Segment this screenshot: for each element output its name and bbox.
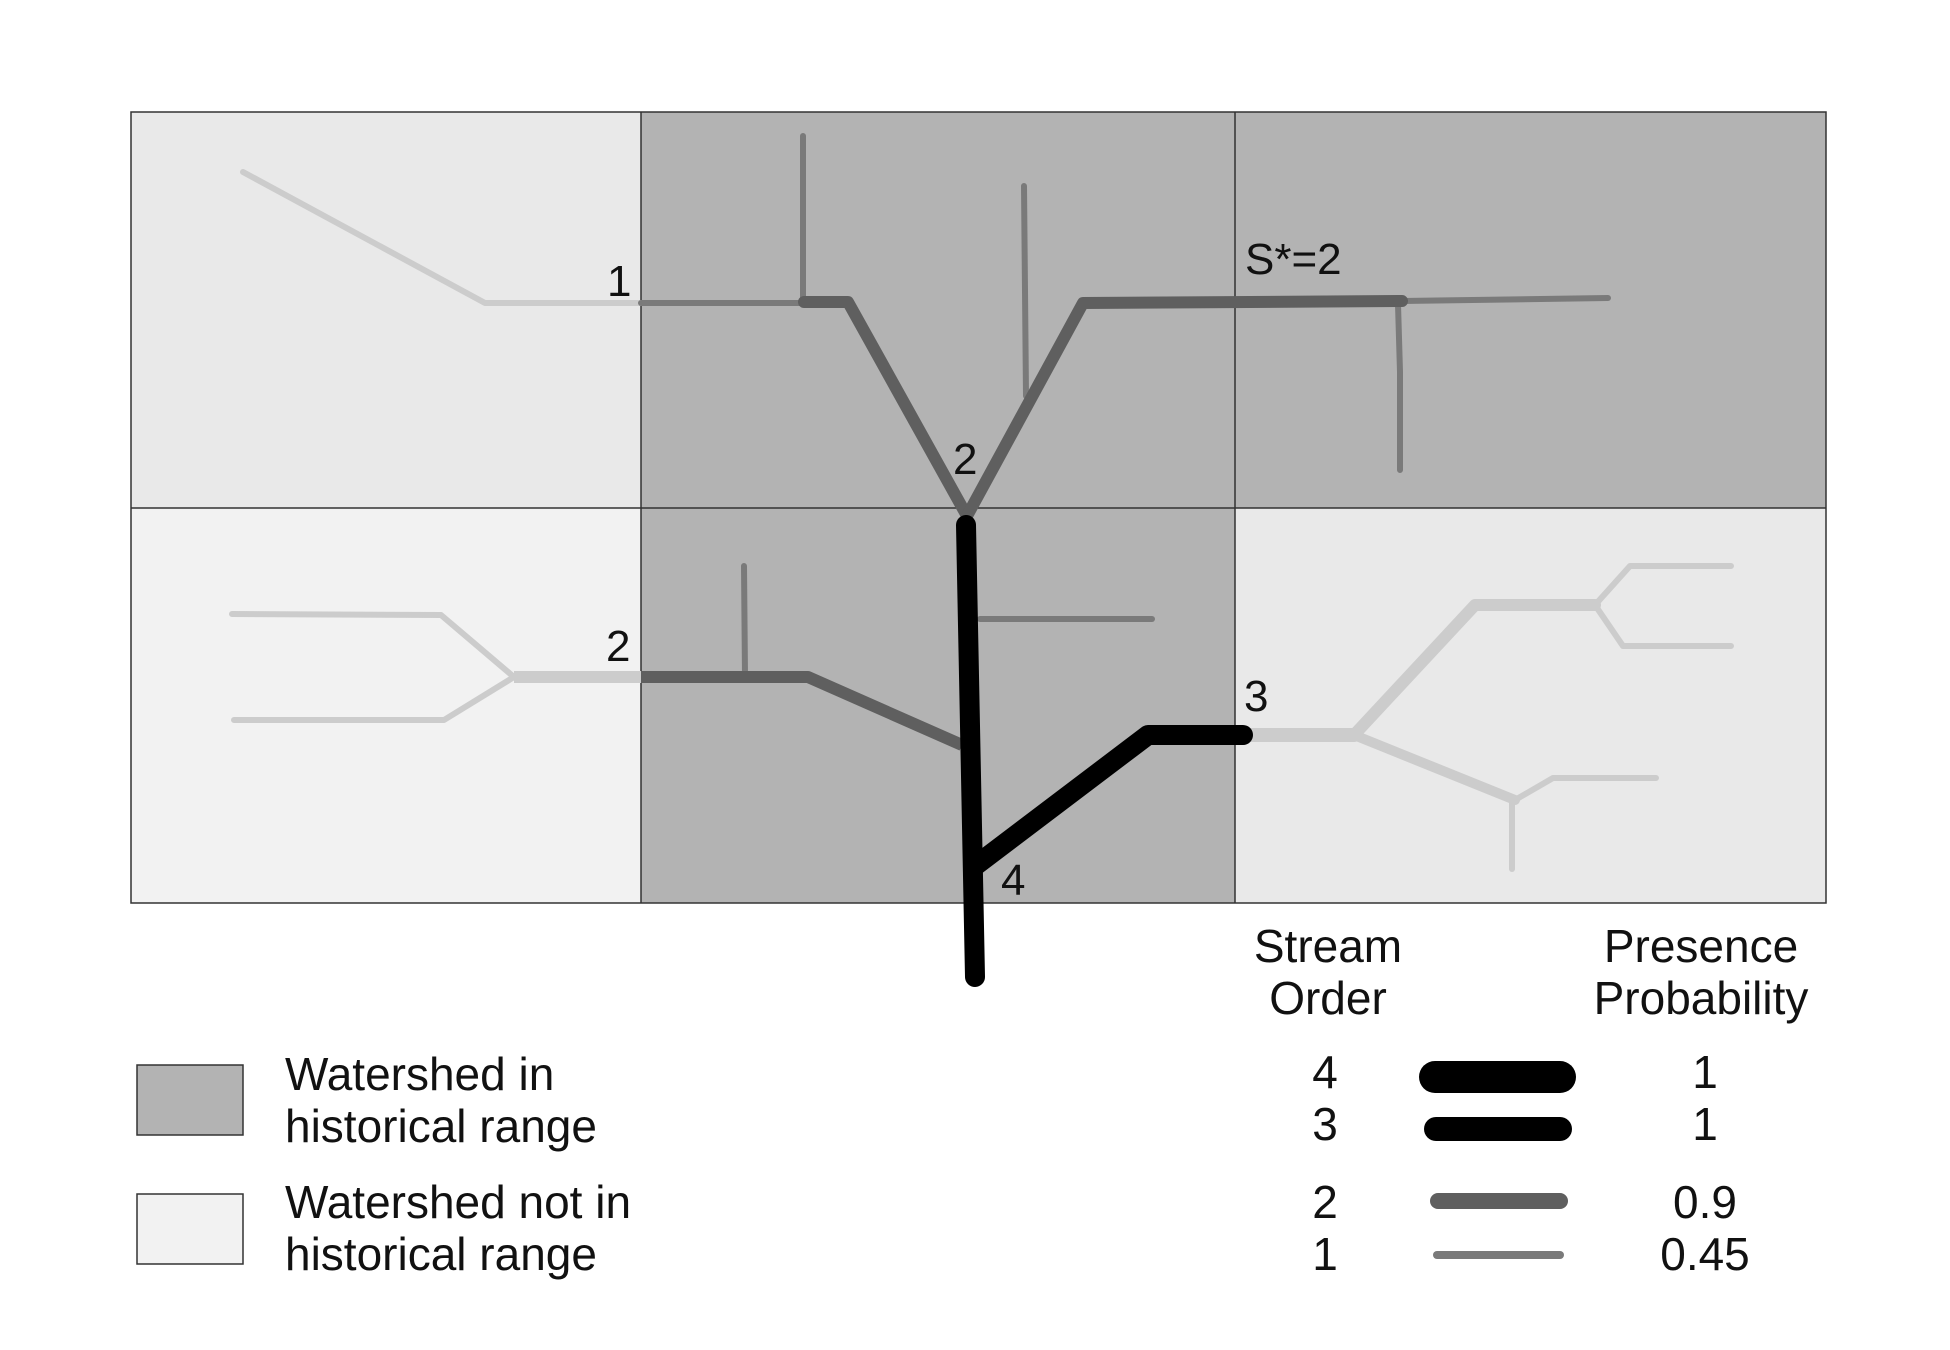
stream-order3 — [965, 725, 1253, 876]
legend-prob-order-1: 0.45 — [1660, 1228, 1750, 1280]
label-order-4: 4 — [1001, 856, 1025, 905]
stream-order4-main — [956, 515, 985, 987]
label-s-star: S*=2 — [1245, 235, 1342, 284]
legend-prob-order-3: 1 — [1692, 1098, 1718, 1150]
label-order-3: 3 — [1244, 672, 1268, 721]
stream-order-legend: Stream Order Presence Probability 4 1 3 … — [1254, 920, 1809, 1280]
legend-in-range-line1: Watershed in — [285, 1048, 554, 1100]
watershed-cell-bottom-right — [1235, 508, 1826, 903]
grid-lines — [130, 111, 1827, 904]
streams-out-of-range — [229, 169, 1734, 872]
stream-order2-top-right — [961, 295, 1408, 522]
legend-order-3: 3 — [1312, 1098, 1338, 1150]
watershed-cell-bottom-left — [131, 508, 641, 903]
legend-order-4: 4 — [1312, 1046, 1338, 1098]
legend-order-2: 2 — [1312, 1176, 1338, 1228]
legend-in-range-line2: historical range — [285, 1100, 597, 1152]
stream-right-lower-fork-a — [1512, 775, 1659, 803]
map-labels: 1 2 S*=2 2 3 4 — [606, 235, 1342, 905]
watershed-cell-top-right — [1235, 112, 1826, 508]
swatch-not-in-range — [136, 1193, 244, 1265]
stream-right-upper-fork-a — [1592, 563, 1734, 608]
stream-top-left — [240, 169, 644, 306]
watershed-grid — [130, 111, 1827, 904]
streams-order-2 — [641, 295, 1408, 751]
stream-order2-top-left — [798, 296, 973, 522]
stream-bottom-left-upper — [229, 611, 517, 680]
header-presence-line1: Presence — [1604, 920, 1798, 972]
stream-order1-top-d — [1399, 295, 1611, 304]
legend-not-in-range-line1: Watershed not in — [285, 1176, 631, 1228]
legend-prob-order-2: 0.9 — [1673, 1176, 1737, 1228]
header-stream-order-line2: Order — [1269, 972, 1387, 1024]
streams-order-1 — [638, 133, 1611, 679]
swatch-in-range — [136, 1064, 244, 1136]
legend-not-in-range-line2: historical range — [285, 1228, 597, 1280]
stream-right-upper-branch — [1348, 599, 1601, 741]
legend-order-1: 1 — [1312, 1228, 1338, 1280]
watershed-cell-top-middle — [641, 112, 1235, 508]
stream-order2-bottom-left — [641, 671, 965, 751]
stream-right-upper-fork-b — [1592, 602, 1734, 649]
stream-order1-top-c — [1021, 183, 1029, 399]
stream-right-lower-branch — [1349, 730, 1520, 805]
watershed-cell-top-left — [131, 112, 641, 508]
stream-bottom-left-lower — [231, 674, 517, 723]
watershed-legend: Watershed in historical range Watershed … — [136, 1048, 631, 1280]
watershed-cell-bottom-middle — [641, 508, 1235, 903]
header-presence-line2: Probability — [1594, 972, 1809, 1024]
streams-order-3-4 — [956, 515, 1253, 987]
stream-order1-top-e — [1395, 301, 1403, 473]
stream-order1-bottom-a — [741, 563, 748, 679]
label-junction-2: 2 — [953, 435, 977, 484]
legend-prob-order-4: 1 — [1692, 1046, 1718, 1098]
header-stream-order-line1: Stream — [1254, 920, 1402, 972]
label-order-1: 1 — [607, 257, 631, 306]
label-order-2-left: 2 — [606, 622, 630, 671]
